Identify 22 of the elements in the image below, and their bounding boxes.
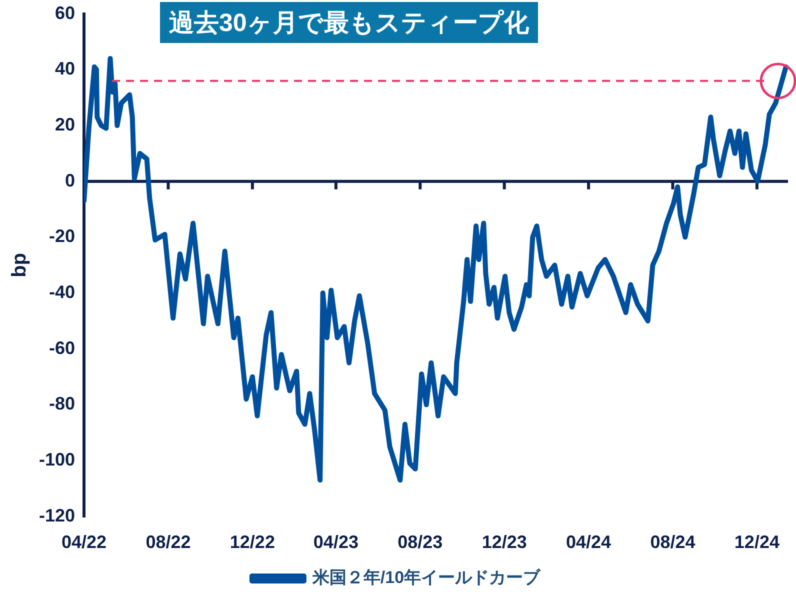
x-tick-label: 04/24 xyxy=(566,532,612,552)
x-tick-label: 12/23 xyxy=(482,532,527,552)
x-tick-label: 08/22 xyxy=(146,532,191,552)
y-tick-label: -20 xyxy=(49,226,76,246)
x-tick-label: 04/22 xyxy=(62,532,107,552)
y-tick-label: -40 xyxy=(49,282,76,302)
y-tick-label: -60 xyxy=(49,338,76,358)
x-tick-label: 04/23 xyxy=(313,532,358,552)
y-tick-label: 0 xyxy=(65,170,76,190)
y-tick-label: -80 xyxy=(49,394,76,414)
y-tick-label: 20 xyxy=(54,114,76,134)
y-axis-title: bp xyxy=(8,252,31,278)
y-tick-label: 40 xyxy=(54,58,76,79)
y-tick-label: -120 xyxy=(38,505,76,526)
chart-title: 過去30ヶ月で最もスティープ化 xyxy=(160,2,538,43)
y-tick-label: -100 xyxy=(38,450,76,470)
x-tick-label: 08/24 xyxy=(650,532,696,552)
x-tick-label: 08/23 xyxy=(398,532,443,552)
legend-label: 米国２年/10年イールドカーブ xyxy=(311,568,542,588)
y-tick-label: 60 xyxy=(54,2,76,23)
x-tick-label: 12/22 xyxy=(230,532,275,552)
x-tick-label: 12/24 xyxy=(734,532,780,552)
